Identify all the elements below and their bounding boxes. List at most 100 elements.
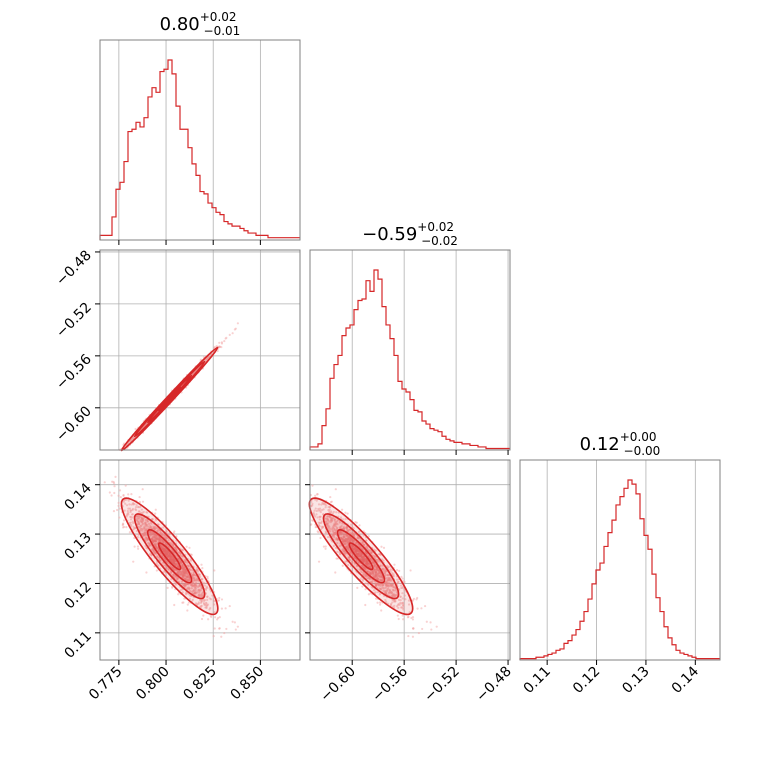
y-tick-label: 0.12 bbox=[61, 579, 94, 612]
sample-point bbox=[379, 603, 382, 606]
sample-point bbox=[218, 627, 221, 630]
sample-point bbox=[136, 536, 139, 539]
data-layer bbox=[99, 59, 720, 660]
sample-point bbox=[393, 563, 396, 566]
sample-point bbox=[236, 322, 239, 325]
y-tick-label: −0.56 bbox=[53, 351, 95, 393]
sample-point bbox=[188, 546, 191, 549]
sample-point bbox=[218, 341, 221, 344]
x-tick-label: 0.11 bbox=[521, 664, 554, 697]
sample-point bbox=[378, 601, 382, 604]
sample-point bbox=[122, 519, 126, 522]
sample-point bbox=[430, 628, 433, 631]
sample-point bbox=[206, 577, 209, 580]
sample-point bbox=[316, 530, 319, 533]
sample-point bbox=[228, 604, 231, 608]
sample-point bbox=[409, 569, 412, 572]
sample-point bbox=[218, 596, 221, 600]
sample-point bbox=[140, 508, 143, 511]
y-tick-label: 0.11 bbox=[61, 628, 94, 661]
sample-point bbox=[319, 536, 322, 540]
sample-point bbox=[114, 475, 117, 478]
sample-point bbox=[138, 500, 142, 504]
sample-point bbox=[118, 489, 122, 492]
sample-point bbox=[213, 627, 216, 630]
sample-point bbox=[396, 614, 399, 617]
sample-point bbox=[110, 494, 113, 497]
sample-point bbox=[311, 519, 314, 522]
sample-point bbox=[401, 614, 404, 617]
sample-point bbox=[166, 586, 169, 589]
sample-point bbox=[344, 511, 347, 514]
sample-point bbox=[116, 508, 119, 512]
histogram-param-2 bbox=[519, 479, 720, 660]
tick-layer: 0.775 0.800 0.825 0.850 −0.60 −0.56 −0.52 −0.48… bbox=[53, 240, 702, 705]
sample-point bbox=[204, 584, 207, 587]
sample-point bbox=[136, 545, 140, 548]
sample-point bbox=[191, 598, 194, 602]
sample-point bbox=[311, 484, 314, 487]
y-tick-label: −0.60 bbox=[53, 403, 95, 445]
sample-point bbox=[215, 344, 218, 348]
sample-point bbox=[217, 616, 220, 620]
sample-point bbox=[117, 504, 120, 507]
sample-point bbox=[367, 593, 370, 596]
sample-point bbox=[186, 609, 189, 612]
sample-point bbox=[141, 500, 145, 503]
sample-point bbox=[358, 524, 361, 527]
x-tick-label: 0.12 bbox=[570, 664, 603, 697]
sample-point bbox=[211, 594, 214, 597]
sample-point bbox=[188, 597, 192, 600]
sample-point bbox=[420, 607, 423, 610]
title-param-0: 0.80+0.02 −0.01 bbox=[160, 10, 241, 38]
sample-point bbox=[117, 501, 120, 504]
y-tick-label: −0.48 bbox=[53, 247, 95, 289]
sample-point bbox=[225, 627, 228, 631]
sample-point bbox=[364, 603, 367, 607]
sample-point bbox=[316, 493, 319, 496]
panel-frame-1-1 bbox=[309, 249, 511, 451]
sample-point bbox=[329, 495, 332, 499]
sample-point bbox=[356, 586, 359, 589]
sample-point bbox=[145, 571, 148, 574]
sample-point bbox=[113, 485, 116, 488]
sample-point bbox=[127, 499, 130, 502]
sample-point bbox=[329, 500, 333, 504]
scatter-panel-2-0 bbox=[103, 475, 239, 638]
x-tick-label: −0.52 bbox=[421, 664, 463, 706]
scatter-panel-2-1 bbox=[308, 484, 438, 638]
sample-point bbox=[214, 616, 217, 619]
sample-point bbox=[435, 625, 438, 628]
sample-point bbox=[200, 617, 204, 621]
sample-point bbox=[228, 333, 231, 337]
sample-point bbox=[217, 599, 221, 602]
panel-frame-2-1 bbox=[309, 459, 511, 661]
sample-point bbox=[128, 531, 131, 534]
sample-point bbox=[112, 482, 116, 485]
sample-point bbox=[417, 631, 421, 635]
sample-point bbox=[177, 593, 180, 596]
sample-point bbox=[128, 507, 132, 510]
sample-point bbox=[416, 607, 419, 610]
sample-point bbox=[220, 607, 224, 610]
histogram-param-1 bbox=[309, 269, 510, 450]
sample-point bbox=[380, 609, 383, 612]
sample-point bbox=[134, 427, 137, 431]
panel-frame-0-0 bbox=[99, 39, 301, 241]
sample-point bbox=[364, 588, 367, 591]
histogram-param-0 bbox=[99, 59, 300, 240]
sample-point bbox=[340, 508, 344, 511]
sample-point bbox=[123, 525, 126, 529]
sample-point bbox=[355, 521, 358, 524]
sample-point bbox=[210, 615, 213, 618]
sample-point bbox=[411, 635, 415, 638]
sample-point bbox=[173, 530, 176, 533]
x-tick-label: 0.850 bbox=[228, 664, 268, 704]
sample-point bbox=[117, 494, 120, 497]
sample-point bbox=[233, 621, 236, 624]
sample-point bbox=[403, 580, 406, 584]
sample-point bbox=[382, 546, 386, 549]
sample-point bbox=[112, 510, 116, 513]
title-param-2: 0.12+0.00 −0.00 bbox=[580, 430, 661, 458]
